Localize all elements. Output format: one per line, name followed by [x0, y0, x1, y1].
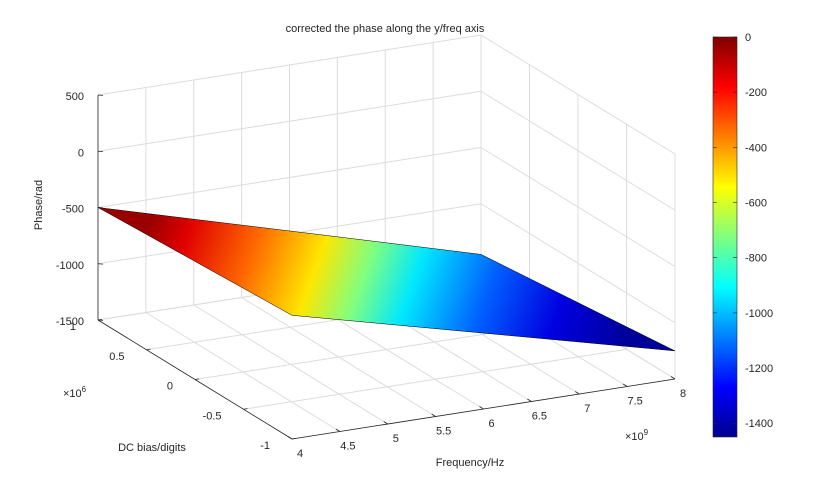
colorbar-tick-label: -800	[745, 253, 767, 265]
grid-line	[243, 348, 627, 410]
x-tick-label: 6	[488, 418, 494, 430]
x-tick-label: 4	[297, 448, 303, 460]
y-tick-label: 1	[70, 321, 76, 333]
x-tick-label: 7	[584, 403, 590, 415]
x-tick	[431, 413, 436, 417]
x-exponent: ×109	[625, 428, 649, 443]
x-tick-label: 4.5	[340, 441, 355, 453]
z-tick-label: 500	[66, 91, 84, 103]
y-exponent: ×106	[63, 385, 87, 400]
tick-labels: 4 4.5 5 5.5 6 6.5 7 7.5 8 -1 -0.5 0 0.5 1 500 0 -500 -100…	[56, 91, 686, 460]
grid-line	[97, 147, 482, 208]
z-tick-label: -500	[62, 204, 84, 216]
z-tick-label: -1000	[56, 260, 84, 272]
x-tick	[527, 398, 532, 402]
z-tick-label: 0	[78, 147, 84, 159]
x-axis-label: Frequency/Hz	[436, 457, 504, 469]
y-tick	[291, 438, 297, 440]
grid-line	[97, 34, 482, 96]
x-tick	[479, 406, 484, 410]
x-tick	[622, 383, 628, 387]
chart-title: corrected the phase along the y/freq axi…	[286, 23, 485, 35]
y-tick	[194, 378, 200, 380]
x-tick-label: 5.5	[436, 426, 451, 438]
colorbar	[712, 36, 738, 438]
x-tick	[287, 436, 293, 440]
grid-line	[480, 34, 676, 155]
colorbar-ticks: 0 -200 -400 -600 -800 -1000 -1200 -1400	[713, 32, 773, 430]
x-tick	[575, 391, 580, 395]
grid-line	[480, 147, 676, 267]
axes	[97, 94, 676, 440]
colorbar-tick-label: -200	[745, 87, 767, 99]
y-tick-label: 0	[167, 381, 173, 393]
y-tick-label: -0.5	[203, 410, 222, 422]
colorbar-tick-label: 0	[745, 32, 751, 44]
x-tick	[383, 421, 388, 425]
z-tick-label: -1500	[56, 316, 84, 328]
grid-line	[480, 203, 676, 324]
x-tick-label: 7.5	[627, 396, 642, 408]
x-tick-label: 8	[680, 388, 686, 400]
x-tick	[335, 428, 341, 432]
colorbar-tick-label: -1200	[745, 363, 773, 375]
x-tick-label: 5	[393, 433, 399, 445]
y-tick-label: 0.5	[109, 351, 124, 363]
colorbar-tick-label: -600	[745, 198, 767, 210]
surface	[97, 207, 676, 352]
grid-line	[480, 90, 676, 211]
x-tick	[670, 376, 676, 380]
z-axis-label: Phase/rad	[33, 180, 45, 230]
colorbar-tick-label: -1400	[745, 418, 773, 430]
y-tick-label: -1	[260, 440, 270, 452]
colorbar-tick-label: -400	[745, 142, 767, 154]
x-tick-label: 6.5	[532, 411, 547, 423]
colorbar-tick-label: -1000	[745, 308, 773, 320]
grid-line	[97, 90, 482, 152]
y-tick	[243, 408, 248, 410]
y-tick	[146, 348, 151, 351]
y-axis-label: DC bias/digits	[118, 442, 186, 454]
